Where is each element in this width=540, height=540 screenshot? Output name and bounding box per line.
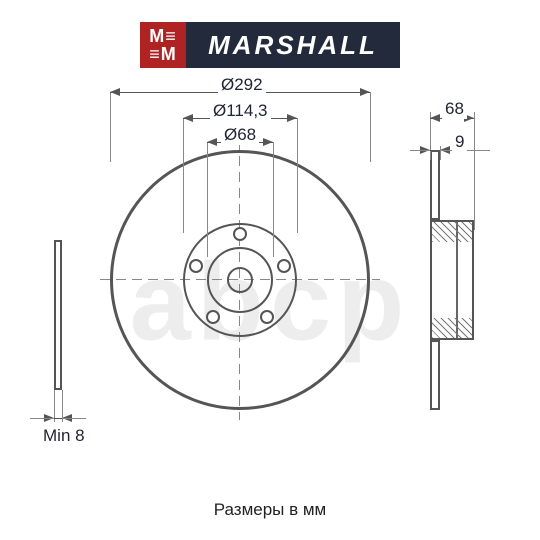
disc-front-view [110,150,370,410]
dim-d292-label: Ø292 [218,75,266,95]
worn-disc-side [54,240,62,390]
brand-icon: M≡ ≡M [140,22,186,68]
dim-t9-tail-l [410,150,430,151]
diagram-canvas: { "brand": { "icon_lines": ["M≡", "≡M"],… [0,0,540,540]
side-hatch-top [432,222,472,242]
ext-d1143-r [297,118,298,233]
dim-min8-tail-r [62,418,86,419]
ext-d1143-l [183,118,184,233]
disc-side-view [430,150,480,410]
dim-d68-label: Ø68 [221,125,259,145]
brand-icon-line2: ≡M [149,45,177,63]
dim-t9-line [430,150,440,151]
disc-bore-ring [227,267,253,293]
side-flange-top [430,150,440,220]
bolt-hole [233,227,247,241]
brand-icon-line1: M≡ [149,27,177,45]
bolt-hole [189,259,203,273]
dim-min8-label: Min 8 [40,426,88,446]
dim-t9-label: 9 [452,132,467,152]
caption: Размеры в мм [0,500,540,520]
bolt-hole [277,259,291,273]
dim-d1143-label: Ø114,3 [210,101,271,121]
ext-d68-r [273,142,274,257]
brand-badge: M≡ ≡M MARSHALL [140,22,400,68]
dim-min8-line [54,418,62,419]
side-flange-bottom [430,340,440,410]
side-hatch-bottom [432,318,472,338]
dim-min8-tail-l [30,418,54,419]
dim-t68-label: 68 [442,99,467,119]
ext-d68-l [207,142,208,257]
ext-d292-l [110,92,111,162]
ext-t68-r [474,112,475,230]
brand-name: MARSHALL [186,22,400,68]
ext-d292-r [370,92,371,162]
ext-t9-l [430,146,431,160]
